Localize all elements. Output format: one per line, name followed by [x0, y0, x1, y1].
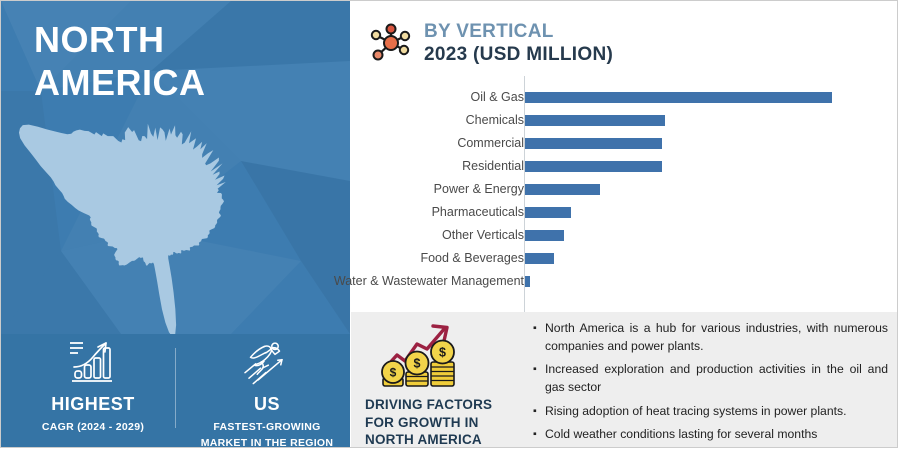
- svg-text:$: $: [439, 346, 446, 360]
- svg-text:$: $: [390, 366, 397, 380]
- svg-text:$: $: [414, 357, 421, 371]
